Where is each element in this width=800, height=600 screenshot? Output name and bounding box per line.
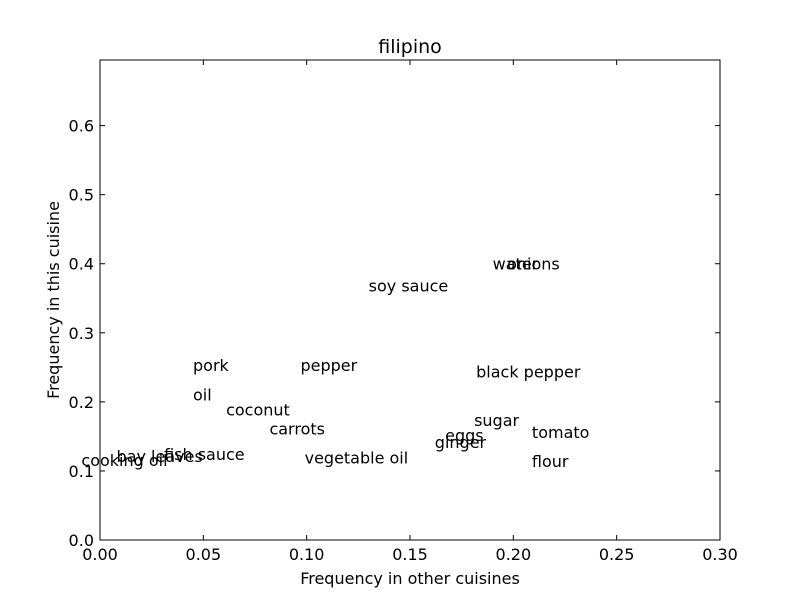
x-tick-label: 0.15 [392, 545, 428, 564]
point-label: flour [532, 452, 569, 471]
point-label: ginger [435, 433, 487, 452]
point-label: onions [507, 254, 560, 273]
y-tick-label: 0.4 [69, 255, 94, 274]
y-tick-label: 0.3 [69, 324, 94, 343]
y-tick-label: 0.5 [69, 186, 94, 205]
x-tick-label: 0.05 [186, 545, 222, 564]
point-label: fish sauce [164, 445, 245, 464]
point-label: pepper [300, 356, 357, 375]
ticks-layer: 0.00 0.05 0.10 0.15 0.20 0.25 0.30 0.0 0.1 0.2 0.3… [69, 60, 738, 564]
point-label: cooking oil [81, 451, 167, 470]
x-tick-label: 0.30 [702, 545, 738, 564]
plot-frame [99, 59, 721, 541]
y-tick-label: 0.0 [69, 531, 94, 550]
point-label: black pepper [476, 363, 581, 382]
point-label: sugar [474, 411, 519, 430]
y-tick-label: 0.2 [69, 393, 94, 412]
x-tick-label: 0.25 [599, 545, 635, 564]
point-label: tomato [532, 423, 590, 442]
x-axis-label: Frequency in other cuisines [300, 569, 520, 588]
x-tick-label: 0.00 [82, 545, 118, 564]
y-axis-label: Frequency in this cuisine [44, 201, 63, 399]
point-label: water [493, 254, 539, 273]
point-label: eggs [445, 426, 484, 445]
y-tick-label: 0.1 [69, 462, 94, 481]
point-label: oil [193, 385, 212, 404]
point-label: carrots [269, 419, 325, 438]
x-tick-label: 0.10 [289, 545, 325, 564]
point-label: bay leaves [117, 447, 203, 466]
point-label: soy sauce [369, 276, 449, 295]
chart-title: filipino [378, 36, 442, 58]
x-tick-label: 0.20 [496, 545, 532, 564]
point-label: pork [193, 356, 230, 375]
point-label: coconut [226, 401, 290, 420]
y-tick-label: 0.6 [69, 117, 94, 136]
point-label: vegetable oil [305, 448, 409, 467]
